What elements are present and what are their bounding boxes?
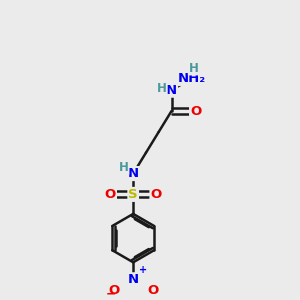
Text: N: N (166, 84, 177, 97)
Text: +: + (139, 266, 147, 275)
Text: O: O (190, 104, 201, 118)
Text: O: O (108, 284, 119, 297)
Text: N: N (128, 273, 139, 286)
Text: H: H (157, 82, 167, 95)
Text: S: S (128, 188, 138, 201)
Text: N: N (128, 167, 139, 180)
Text: O: O (150, 188, 162, 201)
Text: O: O (105, 188, 116, 201)
Text: H: H (119, 161, 129, 174)
Text: H: H (188, 62, 198, 75)
Text: NH₂: NH₂ (178, 72, 206, 85)
Text: −: − (105, 287, 116, 300)
Text: O: O (147, 284, 158, 297)
